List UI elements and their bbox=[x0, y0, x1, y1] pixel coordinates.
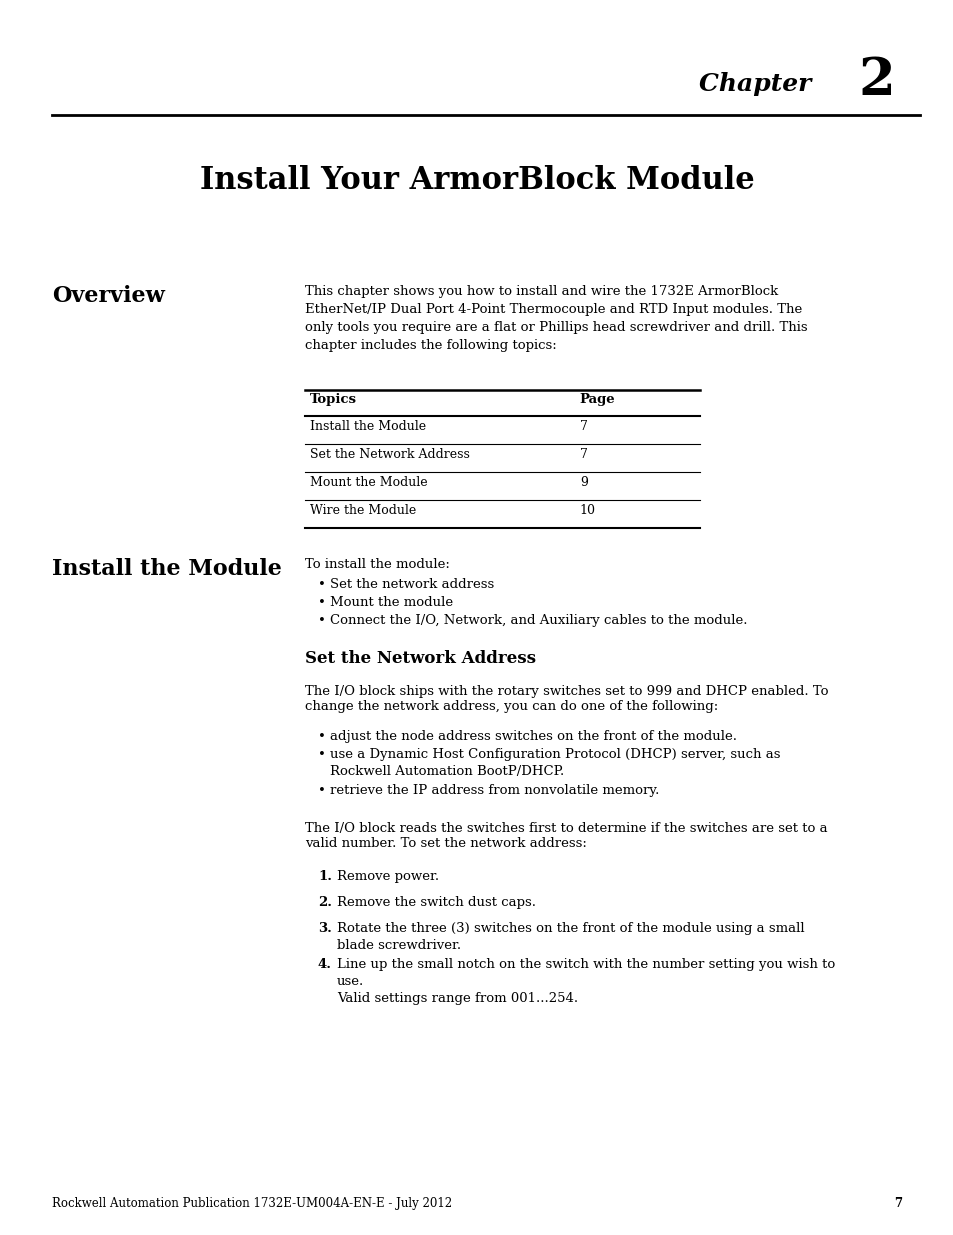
Text: 3.: 3. bbox=[317, 923, 332, 935]
Text: retrieve the IP address from nonvolatile memory.: retrieve the IP address from nonvolatile… bbox=[330, 784, 659, 797]
Text: Install the Module: Install the Module bbox=[310, 420, 425, 433]
Text: •: • bbox=[317, 730, 326, 743]
Text: Topics: Topics bbox=[310, 393, 356, 406]
Text: use a Dynamic Host Configuration Protocol (DHCP) server, such as
Rockwell Automa: use a Dynamic Host Configuration Protoco… bbox=[330, 748, 780, 778]
Text: Line up the small notch on the switch with the number setting you wish to
use.
V: Line up the small notch on the switch wi… bbox=[336, 958, 835, 1005]
Text: 7: 7 bbox=[579, 448, 587, 461]
Text: chapter includes the following topics:: chapter includes the following topics: bbox=[305, 338, 557, 352]
Text: 4.: 4. bbox=[317, 958, 332, 971]
Text: Set the network address: Set the network address bbox=[330, 578, 494, 592]
Text: 10: 10 bbox=[579, 504, 595, 517]
Text: Page: Page bbox=[579, 393, 615, 406]
Text: Remove power.: Remove power. bbox=[336, 869, 438, 883]
Text: Rotate the three (3) switches on the front of the module using a small
blade scr: Rotate the three (3) switches on the fro… bbox=[336, 923, 803, 952]
Text: •: • bbox=[317, 748, 326, 761]
Text: Install Your ArmorBlock Module: Install Your ArmorBlock Module bbox=[199, 165, 754, 196]
Text: Mount the Module: Mount the Module bbox=[310, 475, 427, 489]
Text: •: • bbox=[317, 578, 326, 592]
Text: 2.: 2. bbox=[317, 897, 332, 909]
Text: Set the Network Address: Set the Network Address bbox=[305, 650, 536, 667]
Text: This chapter shows you how to install and wire the 1732E ArmorBlock: This chapter shows you how to install an… bbox=[305, 285, 778, 298]
Text: EtherNet/IP Dual Port 4-Point Thermocouple and RTD Input modules. The: EtherNet/IP Dual Port 4-Point Thermocoup… bbox=[305, 303, 801, 316]
Text: 7: 7 bbox=[893, 1197, 901, 1210]
Text: 7: 7 bbox=[579, 420, 587, 433]
Text: Wire the Module: Wire the Module bbox=[310, 504, 416, 517]
Text: Install the Module: Install the Module bbox=[52, 558, 281, 580]
Text: Connect the I/O, Network, and Auxiliary cables to the module.: Connect the I/O, Network, and Auxiliary … bbox=[330, 614, 747, 627]
Text: Chapter: Chapter bbox=[699, 72, 820, 96]
Text: •: • bbox=[317, 614, 326, 627]
Text: 1.: 1. bbox=[317, 869, 332, 883]
Text: valid number. To set the network address:: valid number. To set the network address… bbox=[305, 837, 586, 850]
Text: •: • bbox=[317, 597, 326, 609]
Text: Rockwell Automation Publication 1732E-UM004A-EN-E - July 2012: Rockwell Automation Publication 1732E-UM… bbox=[52, 1197, 452, 1210]
Text: •: • bbox=[317, 784, 326, 797]
Text: Mount the module: Mount the module bbox=[330, 597, 453, 609]
Text: change the network address, you can do one of the following:: change the network address, you can do o… bbox=[305, 700, 718, 713]
Text: adjust the node address switches on the front of the module.: adjust the node address switches on the … bbox=[330, 730, 737, 743]
Text: 9: 9 bbox=[579, 475, 587, 489]
Text: Remove the switch dust caps.: Remove the switch dust caps. bbox=[336, 897, 536, 909]
Text: The I/O block reads the switches first to determine if the switches are set to a: The I/O block reads the switches first t… bbox=[305, 823, 827, 835]
Text: Overview: Overview bbox=[52, 285, 165, 308]
Text: The I/O block ships with the rotary switches set to 999 and DHCP enabled. To: The I/O block ships with the rotary swit… bbox=[305, 685, 827, 698]
Text: To install the module:: To install the module: bbox=[305, 558, 450, 571]
Text: only tools you require are a flat or Phillips head screwdriver and drill. This: only tools you require are a flat or Phi… bbox=[305, 321, 807, 333]
Text: Set the Network Address: Set the Network Address bbox=[310, 448, 469, 461]
Text: 2: 2 bbox=[858, 56, 894, 106]
